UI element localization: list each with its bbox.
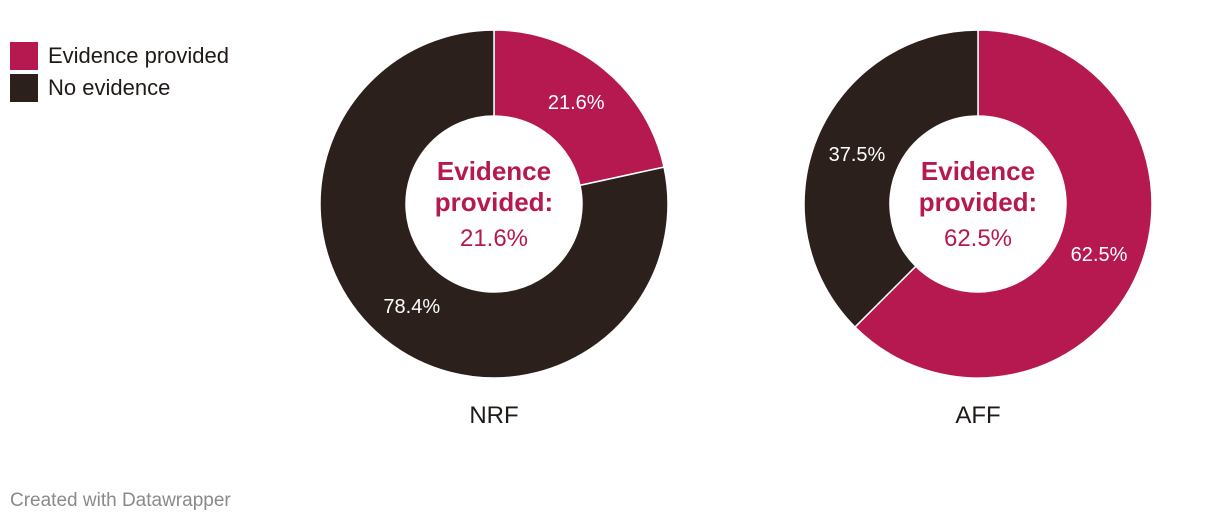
center-value: 21.6% [460, 225, 528, 252]
center-label: provided: [435, 187, 553, 217]
center-label: Evidence [921, 156, 1035, 186]
footer-credit: Created with Datawrapper [10, 490, 231, 511]
legend-swatch [10, 42, 38, 70]
donut-slice-nrf-0[interactable] [493, 29, 665, 187]
legend-item-evidence-provided[interactable]: Evidence provided [10, 40, 229, 72]
legend-label: Evidence provided [48, 43, 230, 68]
donut-slice-aff-0[interactable] [853, 29, 1153, 379]
legend: Evidence provided No evidence [10, 40, 229, 104]
slice-label: 37.5% [829, 144, 886, 166]
chart-title: AFF [955, 402, 1000, 429]
donut-slice-nrf-1[interactable] [319, 29, 669, 379]
center-label: Evidence [437, 156, 551, 186]
legend-item-no-evidence[interactable]: No evidence [10, 72, 229, 104]
donut-slice-aff-1[interactable] [803, 29, 979, 329]
slice-label: 78.4% [383, 296, 440, 318]
center-value: 62.5% [944, 225, 1012, 252]
slice-label: 62.5% [1071, 244, 1128, 266]
legend-label: No evidence [48, 75, 171, 100]
legend-swatch [10, 74, 38, 102]
slice-label: 21.6% [548, 92, 605, 114]
center-label: provided: [919, 187, 1037, 217]
chart-title: NRF [469, 402, 518, 429]
